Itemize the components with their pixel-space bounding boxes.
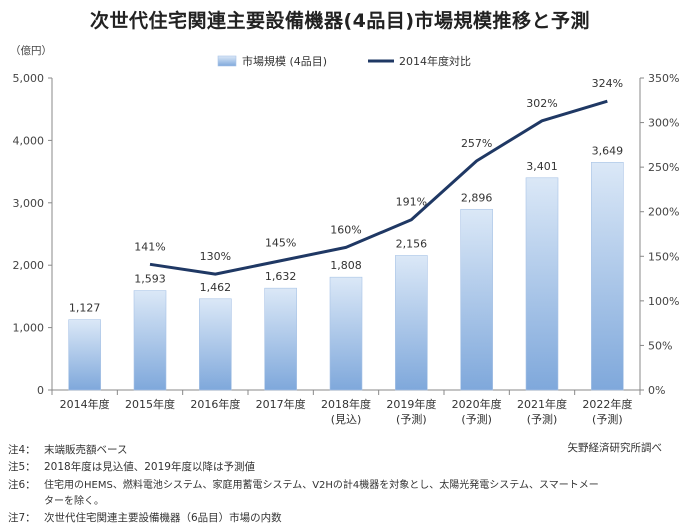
note: 注7： 次世代住宅関連主要設備機器（6品目）市場の内数: [8, 510, 282, 525]
note-label: 注7：: [8, 512, 36, 524]
note-text: 次世代住宅関連主要設備機器（6品目）市場の内数: [44, 512, 282, 524]
note: 注4： 末端販売額ベース: [8, 442, 127, 457]
x-tick-sublabel: (予測): [461, 412, 492, 426]
note: 注6： 住宅用のHEMS、燃料電池システム、家庭用蓄電システム、V2Hの計4機器を…: [8, 476, 599, 492]
left-tick-label: 2,000: [13, 259, 45, 272]
right-tick-label: 150%: [648, 250, 679, 263]
right-tick-label: 350%: [648, 72, 679, 85]
bar: [199, 298, 232, 391]
chart-title: 次世代住宅関連主要設備機器(4品目)市場規模推移と予測: [89, 10, 591, 32]
note-text: ターを除く。: [44, 496, 104, 507]
bar-value-label: 2,156: [396, 237, 428, 250]
bar: [525, 177, 559, 391]
x-tick-sublabel: (予測): [396, 412, 427, 426]
bar: [329, 276, 363, 391]
line-value-label: 324%: [592, 77, 623, 90]
line-value-label: 191%: [396, 196, 427, 209]
right-tick-label: 100%: [648, 295, 679, 308]
bar-value-label: 3,401: [526, 160, 558, 173]
right-tick-label: 50%: [648, 339, 672, 352]
right-tick-label: 300%: [648, 117, 679, 130]
line-value-label: 257%: [461, 137, 492, 150]
line-value-label: 141%: [134, 240, 165, 253]
chart: 0 1,000 2,000 3,000 4,000 5,000 0% 50% 100% 150% 2…: [10, 44, 679, 426]
x-tick-label: 2017年度: [256, 397, 306, 411]
bar-value-label: 2,896: [461, 191, 493, 204]
x-tick-label: 2020年度: [452, 397, 502, 411]
bar: [395, 255, 428, 391]
note-label: 注5：: [8, 461, 36, 473]
right-tick-label: 200%: [648, 206, 679, 219]
left-tick-label: 3,000: [13, 197, 45, 210]
note-text: 2018年度は見込値、2019年度以降は予測値: [44, 461, 255, 473]
line-value-label: 160%: [330, 223, 361, 236]
x-tick-sublabel: (予測): [527, 412, 558, 426]
line-value-label: 130%: [200, 250, 231, 263]
note-label: 注6：: [8, 479, 36, 491]
left-axis-unit: （億円）: [10, 44, 52, 57]
bar: [133, 290, 167, 391]
x-tick-label: 2021年度: [517, 397, 567, 411]
bar-value-label: 1,593: [134, 273, 166, 286]
source-credit: 矢野経済研究所調べ: [567, 442, 663, 454]
note: ターを除く。: [8, 492, 104, 507]
bar: [264, 287, 297, 391]
note-label: 注4：: [8, 444, 36, 456]
bar-value-label: 1,808: [330, 259, 362, 272]
x-tick-sublabel: (見込): [331, 413, 362, 426]
x-tick-label: 2022年度: [582, 397, 632, 411]
note-text: 末端販売額ベース: [44, 444, 128, 456]
legend-line-label: 2014年度対比: [399, 54, 471, 68]
legend-bar-swatch: [217, 55, 237, 67]
bar: [591, 162, 624, 391]
line-value-label: 145%: [265, 237, 296, 250]
bar-value-label: 1,462: [200, 281, 232, 294]
left-tick-label: 4,000: [13, 134, 45, 147]
x-tick-label: 2019年度: [386, 397, 436, 411]
left-tick-label: 1,000: [13, 322, 45, 335]
legend-bar-label: 市場規模 (4品目): [242, 54, 327, 68]
x-tick-sublabel: (予測): [592, 412, 623, 426]
right-tick-label: 0%: [648, 384, 665, 397]
left-tick-label: 5,000: [13, 72, 45, 85]
x-tick-label: 2018年度: [321, 397, 371, 411]
right-tick-label: 250%: [648, 161, 679, 174]
line-value-label: 302%: [526, 97, 557, 110]
bar-value-label: 1,127: [69, 302, 101, 315]
bar-value-label: 3,649: [592, 144, 624, 157]
bar: [68, 319, 101, 391]
note-text: 住宅用のHEMS、燃料電池システム、家庭用蓄電システム、V2Hの計4機器を対象と…: [44, 480, 599, 491]
note: 注5： 2018年度は見込値、2019年度以降は予測値: [8, 459, 255, 474]
left-tick-label: 0: [37, 384, 44, 397]
x-tick-label: 2014年度: [60, 397, 110, 411]
bar-value-label: 1,632: [265, 270, 297, 283]
ratio-line: [149, 99, 608, 276]
x-tick-label: 2016年度: [190, 397, 240, 411]
bar: [460, 208, 493, 391]
x-tick-label: 2015年度: [125, 397, 175, 411]
